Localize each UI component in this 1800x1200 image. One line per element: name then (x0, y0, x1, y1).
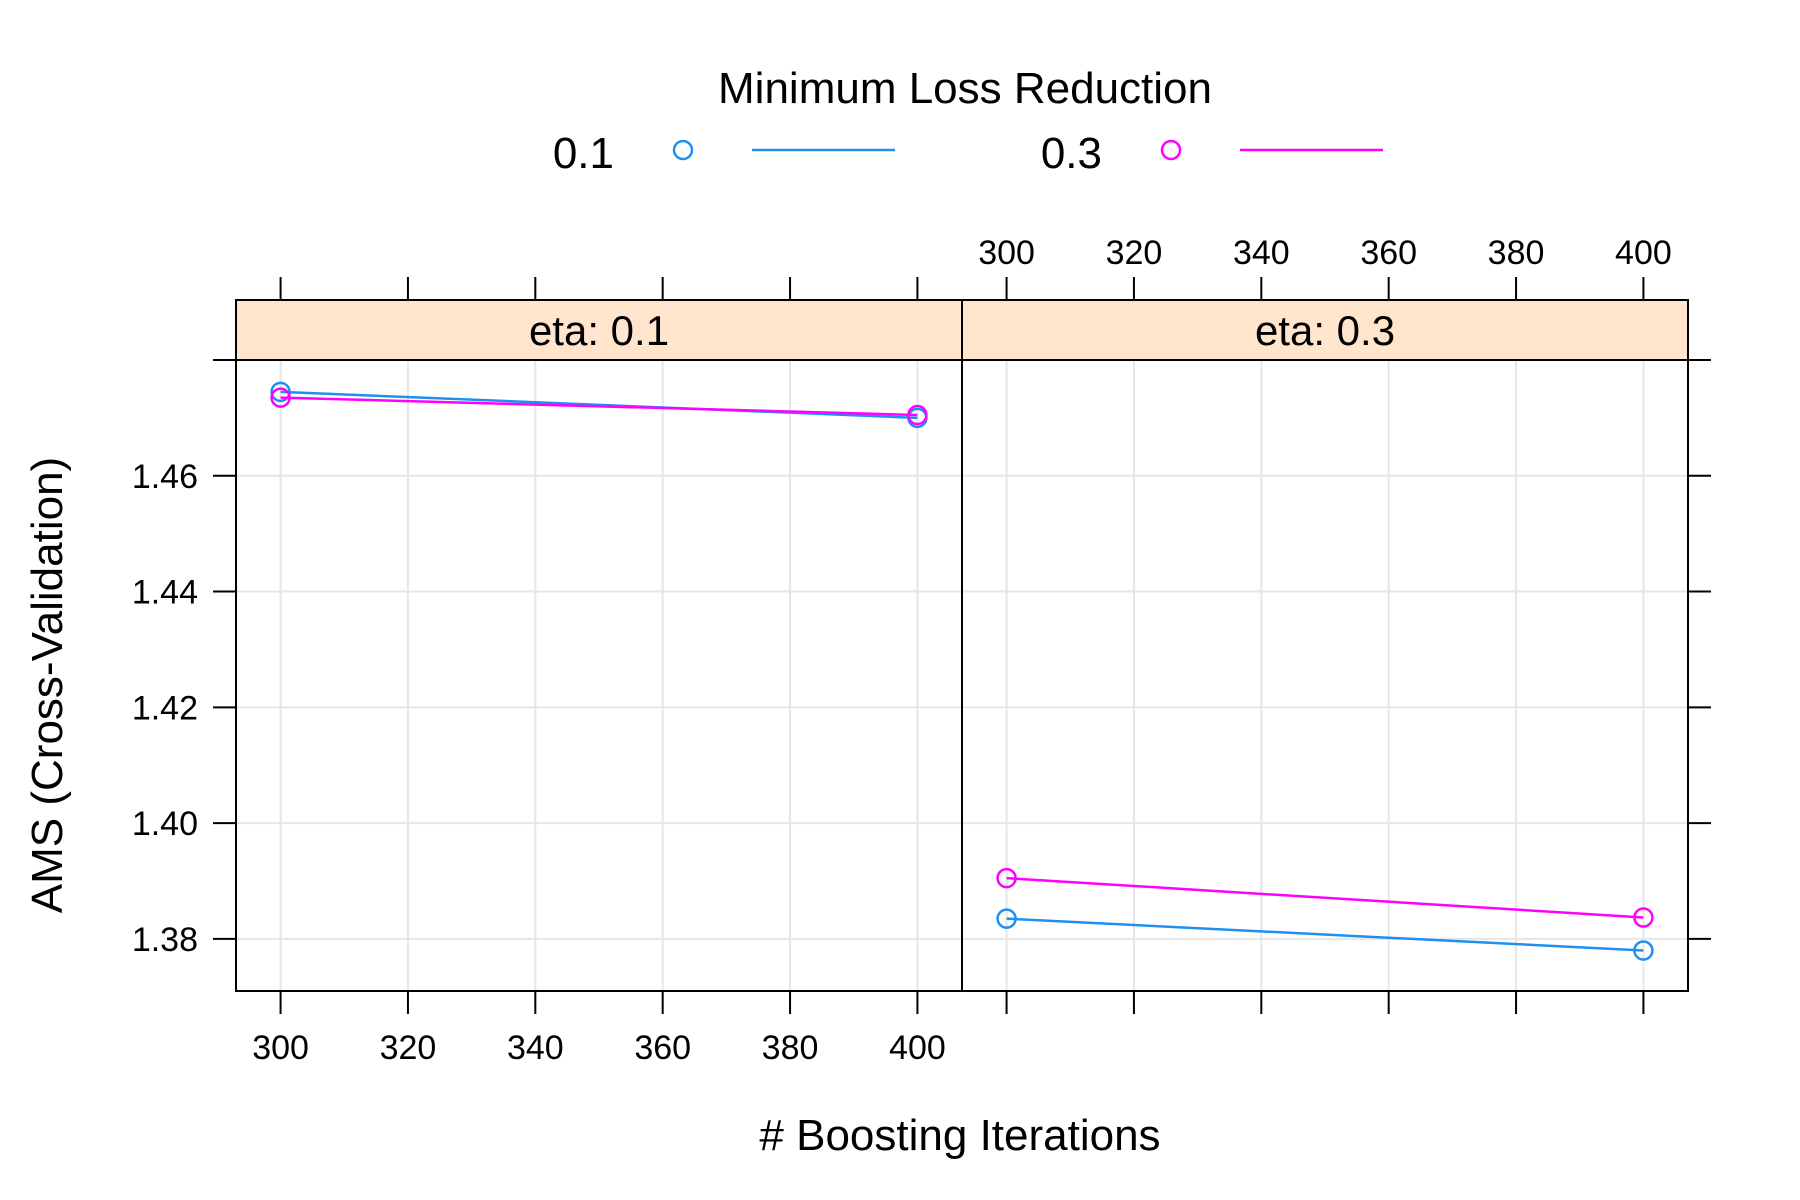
panels: eta: 0.1 300 320 340 360 380 400 1.38 1.40 1.42 1.… (132, 234, 1711, 1067)
data-point-0-3 (996, 867, 1017, 889)
legend-point-icon (1160, 139, 1182, 161)
legend-label: 0.3 (1041, 129, 1102, 178)
legend-label: 0.1 (553, 129, 614, 178)
panel-strip (961, 299, 1689, 361)
x-tick-label: 320 (380, 1029, 437, 1067)
data-point-0-1 (996, 908, 1017, 929)
data-point-0-3 (1633, 907, 1654, 928)
panel-border (235, 359, 963, 992)
x-tick-label: 340 (507, 1029, 564, 1067)
y-axis-title: AMS (Cross-Validation) (23, 457, 72, 913)
x-tick-label-top: 380 (1488, 234, 1545, 272)
series-line-0-1 (280, 390, 918, 420)
x-tick-label-top: 300 (978, 234, 1035, 272)
y-tick-label: 1.40 (132, 805, 198, 843)
data-point-0-3 (907, 404, 928, 426)
strip-label: eta: 0.3 (1255, 307, 1395, 354)
x-tick-label-top: 340 (1233, 234, 1290, 272)
y-tick-label: 1.46 (132, 458, 198, 496)
legend-title: Minimum Loss Reduction (718, 64, 1212, 113)
x-tick-label: 360 (634, 1029, 691, 1067)
series-line-0-3 (280, 396, 918, 417)
legend-point-icon (672, 139, 694, 161)
x-axis-title: # Boosting Iterations (759, 1111, 1160, 1160)
x-tick-label: 400 (889, 1029, 946, 1067)
legend: Minimum Loss Reduction 0.1 0.3 (553, 64, 1383, 178)
legend-entries: 0.1 0.3 (553, 129, 1383, 178)
panel-1: eta: 0.1 300 320 340 360 380 400 1.38 1.40 1.42 1.… (132, 277, 963, 1067)
data-point-0-1 (270, 381, 291, 403)
y-tick-label: 1.44 (132, 574, 198, 612)
data-point-0-1 (1633, 940, 1654, 961)
panel-border (961, 359, 1689, 992)
series-line-0-3 (1006, 876, 1644, 919)
x-tick-label-top: 320 (1106, 234, 1163, 272)
y-tick-label: 1.42 (132, 689, 198, 727)
data-point-0-3 (270, 387, 291, 408)
x-tick-label: 300 (252, 1029, 309, 1067)
x-tick-label-top: 360 (1360, 234, 1417, 272)
x-tick-label-top: 400 (1615, 234, 1672, 272)
series-line-0-1 (1006, 917, 1644, 952)
y-tick-label: 1.38 (132, 921, 198, 959)
panel-2: eta: 0.3 300 320 340 360 380 400 (961, 234, 1711, 1014)
x-tick-label: 380 (762, 1029, 819, 1067)
strip-label: eta: 0.1 (529, 307, 669, 354)
